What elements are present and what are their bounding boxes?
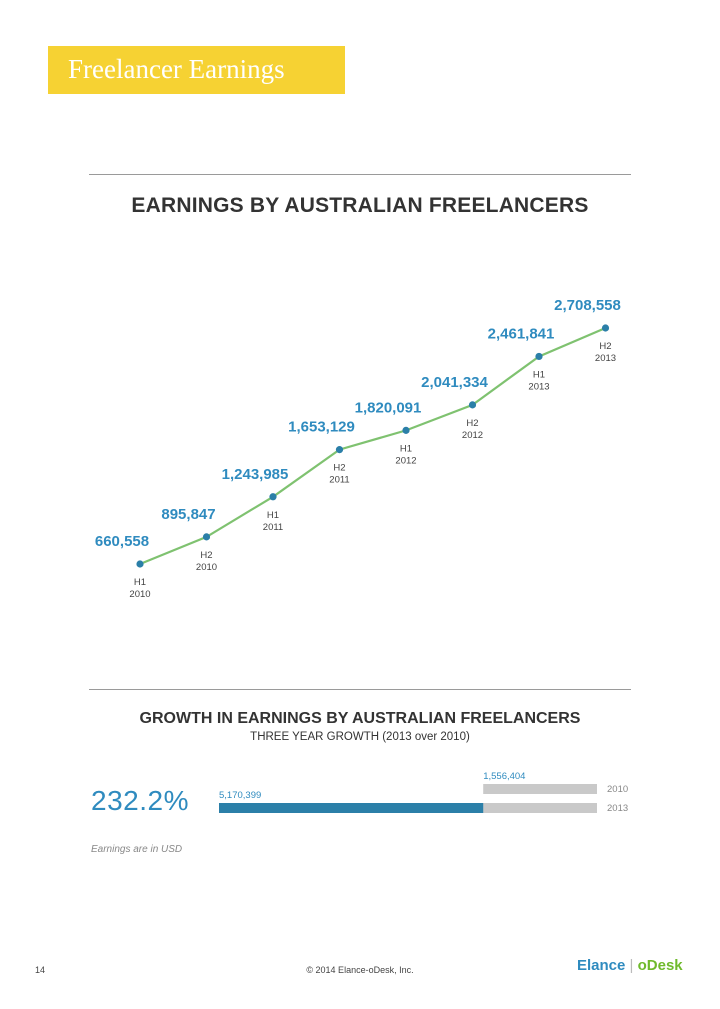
bar-2010-value: 1,556,404 [483,771,525,782]
period-label: H1 2012 [395,443,416,466]
data-point [136,560,144,568]
value-label: 895,847 [161,506,215,523]
value-label: 1,820,091 [355,399,422,416]
period-label: H1 2011 [263,510,283,533]
data-point [468,401,477,409]
earnings-line [139,326,606,566]
line-chart-title: EARNINGS BY AUSTRALIAN FREELANCERS [131,194,589,217]
bar-2010 [483,784,597,794]
value-label: 1,243,985 [222,466,289,483]
value-label: 660,558 [95,533,149,550]
page-number: 14 [35,965,46,975]
growth-chart-title: GROWTH IN EARNINGS BY AUSTRALIAN FREELAN… [139,710,581,727]
period-label: H2 2010 [196,550,217,573]
growth-percentage: 232.2% [91,785,189,816]
data-point [402,426,410,434]
copyright-text: © 2014 Elance-oDesk, Inc. [306,965,414,975]
data-point [202,533,211,541]
elance-odesk-logo: Elance | oDesk [577,957,683,974]
data-point [269,493,277,501]
period-label: H2 2012 [462,418,483,441]
section-title: Freelancer Earnings [68,54,285,84]
period-label: H1 2013 [528,369,549,392]
data-point [601,324,610,332]
top-divider [89,174,631,175]
currency-note: Earnings are in USD [91,844,183,855]
middle-divider [89,689,631,690]
value-label: 2,041,334 [421,374,488,391]
period-label: H2 2011 [329,463,349,486]
section-banner: Freelancer Earnings [48,46,345,94]
data-point [335,446,344,454]
data-point [535,352,543,361]
logo-separator: | [625,957,638,974]
bar-2010-year: 2010 [607,784,628,795]
growth-chart-subtitle: THREE YEAR GROWTH (2013 over 2010) [250,731,470,743]
value-label: 2,708,558 [554,297,621,314]
bar-2013-year: 2013 [607,803,628,814]
growth-bar-chart: 1,556,404 2010 5,170,399 2013 [219,771,628,814]
bar-2013-value: 5,170,399 [219,790,261,801]
value-label: 2,461,841 [488,325,555,342]
logo-odesk: oDesk [637,957,683,974]
period-label: H1 2010 [129,577,150,600]
earnings-line-chart: 660,558 H1 2010 895,847 H2 2010 1,243,985 H1 201… [95,297,621,600]
value-label: 1,653,129 [288,419,355,436]
period-label: H2 2013 [595,341,616,364]
logo-elance: Elance [577,957,626,974]
bar-2013 [219,803,484,813]
